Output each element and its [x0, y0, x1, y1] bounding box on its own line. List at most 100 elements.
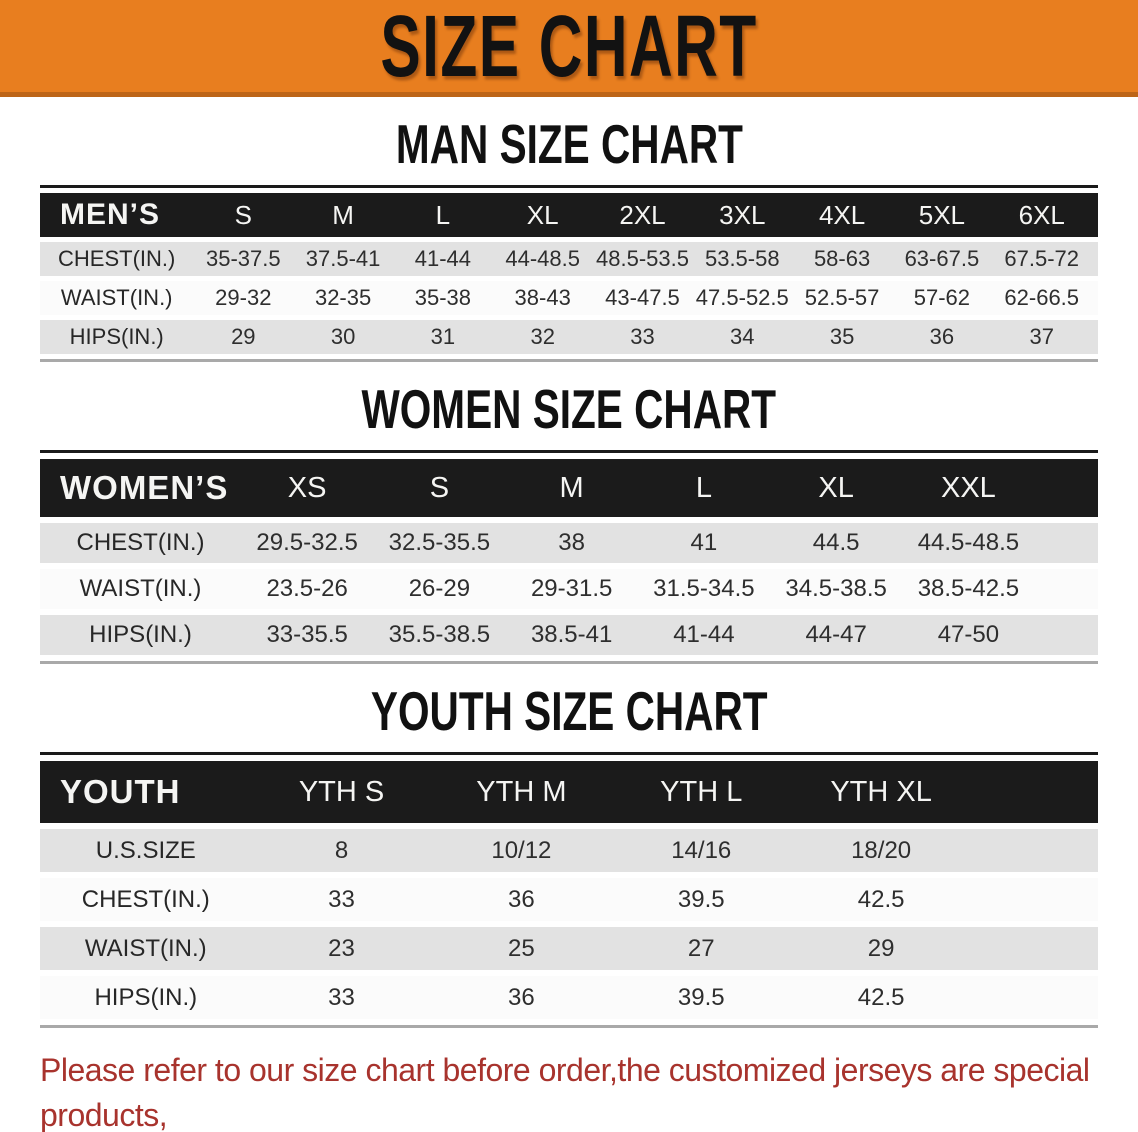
table-row: WAIST(IN.) 23.5-26 26-29 29-31.5 31.5-34.5 34… [40, 569, 1098, 609]
disclaimer: Please refer to our size chart before or… [40, 1048, 1138, 1132]
table-row: CHEST(IN.) 33 36 39.5 42.5 [40, 878, 1098, 921]
size-value-cell: 35-38 [393, 281, 493, 315]
row-label: HIPS(IN.) [40, 976, 252, 1019]
row-spacer [971, 976, 1098, 1019]
size-column-header: XXL [902, 459, 1035, 517]
row-spacer [1034, 569, 1098, 609]
size-value-cell: 33 [251, 878, 432, 921]
banner-title: SIZE CHART [380, 0, 758, 95]
size-value-cell: 33 [251, 976, 432, 1019]
size-value-cell: 47-50 [902, 615, 1035, 655]
size-column-header: 3XL [692, 193, 793, 237]
size-header-row: WOMEN’S XS S M L XL XXL [40, 459, 1098, 517]
size-value-cell: 29-32 [193, 281, 294, 315]
row-label: CHEST(IN.) [40, 523, 242, 563]
size-value-cell: 58-63 [792, 242, 892, 276]
size-value-cell: 35-37.5 [193, 242, 294, 276]
size-value-cell: 33 [592, 320, 693, 354]
size-column-header: L [393, 193, 493, 237]
women-section-heading-text: WOMEN SIZE CHART [361, 379, 777, 441]
row-spacer [1091, 242, 1098, 276]
size-header-row: YOUTH YTH S YTH M YTH L YTH XL [40, 761, 1098, 823]
size-value-cell: 38-43 [492, 281, 593, 315]
size-value-cell: 30 [293, 320, 393, 354]
size-chart-sections: MAN SIZE CHART MEN’S S M L XL 2XL 3XL 4XL 5XL 6XL… [0, 118, 1138, 1028]
size-value-cell: 36 [431, 976, 612, 1019]
size-column-header: YTH XL [791, 761, 972, 823]
size-column-header: YTH L [611, 761, 792, 823]
size-value-cell: 41-44 [637, 615, 771, 655]
size-value-cell: 8 [251, 829, 432, 872]
size-value-cell: 38.5-41 [505, 615, 638, 655]
youth-size-section: YOUTH SIZE CHART YOUTH YTH S YTH M YTH L YTH… [0, 681, 1138, 1028]
men-section-heading: MAN SIZE CHART [0, 118, 1138, 173]
youth-section-heading: YOUTH SIZE CHART [0, 681, 1138, 743]
size-value-cell: 48.5-53.5 [592, 242, 693, 276]
header-spacer [1091, 193, 1098, 237]
size-column-header: M [293, 193, 393, 237]
size-value-cell: 36 [891, 320, 992, 354]
size-value-cell: 67.5-72 [991, 242, 1092, 276]
size-value-cell: 31.5-34.5 [637, 569, 771, 609]
row-label: HIPS(IN.) [40, 615, 242, 655]
size-column-header: XL [770, 459, 903, 517]
size-column-header: XS [241, 459, 374, 517]
row-spacer [1034, 615, 1098, 655]
women-section-heading: WOMEN SIZE CHART [0, 379, 1138, 441]
size-value-cell: 29 [791, 927, 972, 970]
size-value-cell: 32-35 [293, 281, 393, 315]
row-label: WAIST(IN.) [40, 927, 252, 970]
men-size-section: MAN SIZE CHART MEN’S S M L XL 2XL 3XL 4XL 5XL 6XL… [0, 118, 1138, 362]
size-value-cell: 38.5-42.5 [902, 569, 1035, 609]
size-value-cell: 10/12 [431, 829, 612, 872]
row-label: U.S.SIZE [40, 829, 252, 872]
size-column-header: 4XL [792, 193, 892, 237]
table-row: WAIST(IN.) 23 25 27 29 [40, 927, 1098, 970]
header-spacer [1034, 459, 1098, 517]
row-spacer [1034, 523, 1098, 563]
size-value-cell: 29.5-32.5 [241, 523, 374, 563]
size-value-cell: 18/20 [791, 829, 972, 872]
women-table: WOMEN’S XS S M L XL XXL CHEST(IN.) 29.5-32.5 32.5… [40, 453, 1098, 661]
size-value-cell: 62-66.5 [991, 281, 1092, 315]
size-value-cell: 42.5 [791, 976, 972, 1019]
size-value-cell: 41 [637, 523, 771, 563]
size-value-cell: 37 [991, 320, 1092, 354]
size-value-cell: 26-29 [373, 569, 506, 609]
size-value-cell: 29 [193, 320, 294, 354]
women-size-section: WOMEN SIZE CHART WOMEN’S XS S M L XL XXL CHEST(… [0, 379, 1138, 664]
size-value-cell: 32 [492, 320, 593, 354]
youth-size-table: YOUTH YTH S YTH M YTH L YTH XL U.S.SIZE 8 10/12… [40, 752, 1098, 1028]
row-spacer [1091, 281, 1098, 315]
size-value-cell: 29-31.5 [505, 569, 638, 609]
youth-table: YOUTH YTH S YTH M YTH L YTH XL U.S.SIZE 8 10/12… [40, 755, 1098, 1025]
size-value-cell: 23.5-26 [241, 569, 374, 609]
size-value-cell: 41-44 [393, 242, 493, 276]
size-value-cell: 63-67.5 [891, 242, 992, 276]
size-value-cell: 34 [692, 320, 793, 354]
women-size-table: WOMEN’S XS S M L XL XXL CHEST(IN.) 29.5-32.5 32.5… [40, 450, 1098, 664]
table-title: YOUTH [40, 761, 252, 823]
size-value-cell: 44-47 [770, 615, 903, 655]
size-column-header: XL [492, 193, 593, 237]
disclaimer-line-1: Please refer to our size chart before or… [40, 1052, 1090, 1132]
header-spacer [971, 761, 1098, 823]
size-column-header: 6XL [991, 193, 1092, 237]
row-label: WAIST(IN.) [40, 569, 242, 609]
size-value-cell: 14/16 [611, 829, 792, 872]
row-spacer [971, 878, 1098, 921]
table-row: HIPS(IN.) 33-35.5 35.5-38.5 38.5-41 41-44 44-… [40, 615, 1098, 655]
size-value-cell: 57-62 [891, 281, 992, 315]
size-value-cell: 25 [431, 927, 612, 970]
men-size-table: MEN’S S M L XL 2XL 3XL 4XL 5XL 6XL CHEST(IN.) 35-37… [40, 185, 1098, 362]
men-table: MEN’S S M L XL 2XL 3XL 4XL 5XL 6XL CHEST(IN.) 35-37… [40, 188, 1098, 359]
table-title: WOMEN’S [40, 459, 242, 517]
table-title: MEN’S [40, 193, 194, 237]
table-row: U.S.SIZE 8 10/12 14/16 18/20 [40, 829, 1098, 872]
table-row: HIPS(IN.) 33 36 39.5 42.5 [40, 976, 1098, 1019]
size-header-row: MEN’S S M L XL 2XL 3XL 4XL 5XL 6XL [40, 193, 1098, 237]
size-value-cell: 34.5-38.5 [770, 569, 903, 609]
table-row: CHEST(IN.) 29.5-32.5 32.5-35.5 38 41 44.5 44.5… [40, 523, 1098, 563]
youth-section-heading-text: YOUTH SIZE CHART [370, 681, 768, 743]
row-label: CHEST(IN.) [40, 878, 252, 921]
